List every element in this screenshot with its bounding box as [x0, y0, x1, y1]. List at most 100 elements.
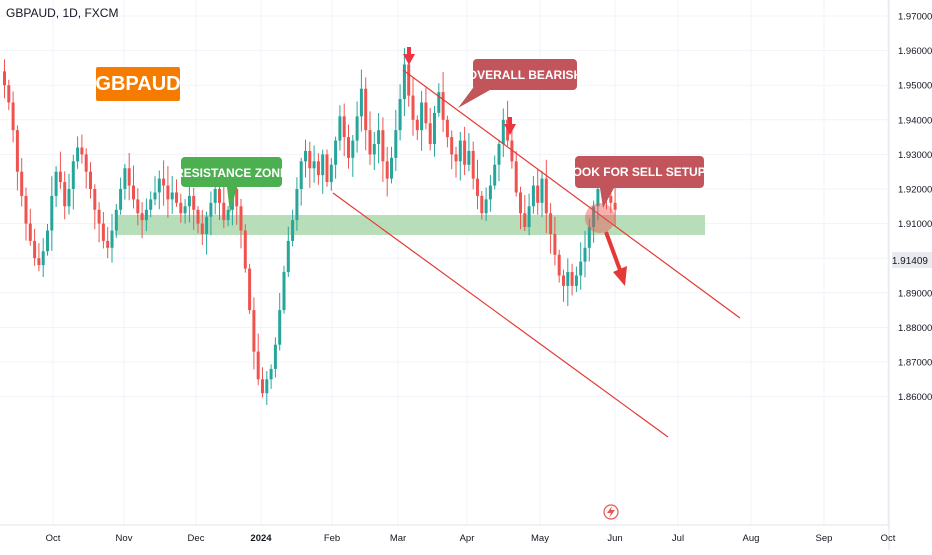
price-tick-label: 1.89000 — [898, 288, 932, 299]
callout-resistance-zone: RESISTANCE ZONE — [175, 157, 288, 213]
time-tick-label: Aug — [743, 533, 760, 544]
lightning-bolt-icon[interactable] — [603, 504, 619, 520]
candle-down — [463, 140, 467, 165]
candle-up — [531, 185, 535, 207]
candle-up — [170, 192, 174, 200]
price-tick-label: 1.87000 — [898, 358, 932, 369]
candle-up — [497, 144, 501, 165]
candle-down — [93, 189, 97, 210]
price-tick-label: 1.95000 — [898, 81, 932, 92]
time-axis[interactable]: Oct Nov Dec 2024 Feb Mar Apr May Jun Jul Aug Sep Oct — [46, 533, 896, 544]
candle-up — [433, 112, 436, 145]
candle-down — [261, 379, 264, 394]
last-price-badge: 1.91409 — [892, 252, 932, 268]
candle-down — [570, 272, 574, 286]
last-price-label: 1.91409 — [892, 256, 929, 267]
candle-down — [192, 195, 196, 210]
candle-down — [549, 213, 553, 234]
candle-down — [385, 161, 389, 179]
breakout-highlight-circle — [585, 203, 615, 233]
candle-down — [450, 137, 454, 155]
candle-up — [205, 216, 209, 234]
candle-up — [209, 202, 213, 217]
candle-down — [222, 202, 226, 221]
candle-down — [514, 161, 518, 193]
candle-down — [454, 154, 458, 162]
candle-up — [213, 189, 217, 203]
candle-up — [226, 209, 230, 221]
candle-down — [248, 268, 252, 311]
candle-up — [299, 161, 303, 189]
candle-up — [437, 92, 441, 113]
candle-up — [273, 344, 277, 369]
candle-down — [101, 223, 105, 241]
candle-up — [467, 150, 471, 165]
candle-up — [596, 189, 600, 207]
candle-down — [407, 64, 411, 96]
candle-up — [527, 206, 531, 228]
time-tick-label: Sep — [816, 533, 833, 544]
candle-down — [308, 150, 312, 169]
candle-down — [218, 189, 221, 203]
grid-layer — [0, 0, 889, 525]
candle-up — [149, 199, 153, 210]
candle-down — [235, 189, 239, 207]
candle-down — [37, 258, 41, 266]
candle-down — [3, 71, 6, 86]
symbol-title: GBPAUD, 1D, FXCM — [6, 6, 119, 20]
candle-up — [587, 227, 591, 248]
candle-up — [76, 147, 80, 162]
candle-up — [321, 154, 325, 176]
candle-down — [347, 137, 350, 158]
time-tick-label: Jul — [672, 533, 684, 544]
candle-down — [424, 102, 428, 124]
candles-layer — [3, 47, 617, 406]
candle-down — [15, 130, 19, 172]
candle-up — [579, 261, 583, 276]
candle-up — [304, 150, 307, 162]
candle-up — [359, 88, 363, 117]
candle-up — [394, 130, 398, 158]
price-tick-label: 1.93000 — [898, 150, 932, 161]
candle-down — [89, 171, 92, 189]
candle-down — [544, 178, 548, 214]
candle-down — [243, 230, 247, 269]
candle-down — [28, 223, 32, 241]
time-tick-label: Jun — [607, 533, 622, 544]
candle-up — [583, 247, 587, 262]
ticker-badge: GBPAUD — [95, 67, 181, 101]
channel-upper-line — [402, 69, 741, 319]
candle-down — [33, 240, 37, 259]
candle-up — [351, 140, 355, 158]
candle-down — [179, 202, 183, 214]
candle-up — [144, 209, 148, 221]
candle-down — [480, 195, 484, 214]
time-tick-label: 2024 — [250, 533, 272, 544]
candle-up — [420, 102, 424, 131]
candle-up — [286, 240, 290, 273]
time-tick-label: Oct — [881, 533, 896, 544]
candle-up — [566, 272, 570, 286]
candle-down — [136, 199, 140, 214]
resistance-zone-band — [115, 215, 705, 235]
candle-down — [252, 310, 256, 352]
candle-down — [428, 123, 432, 145]
candle-down — [140, 213, 144, 221]
candle-up — [355, 116, 359, 141]
candle-down — [166, 185, 170, 200]
candle-up — [295, 189, 299, 221]
price-axis[interactable]: 1.97000 1.96000 1.95000 1.94000 1.93000 1.920… — [898, 12, 932, 404]
price-tick-label: 1.94000 — [898, 115, 932, 126]
price-tick-label: 1.96000 — [898, 46, 932, 57]
projection-down-arrow — [604, 231, 627, 286]
candle-up — [46, 230, 49, 252]
candle-down — [196, 209, 200, 224]
candle-down — [411, 95, 415, 120]
candle-down — [316, 161, 320, 176]
candle-up — [41, 251, 45, 266]
candle-up — [67, 189, 71, 207]
candle-down — [58, 171, 62, 183]
candle-down — [415, 119, 419, 131]
